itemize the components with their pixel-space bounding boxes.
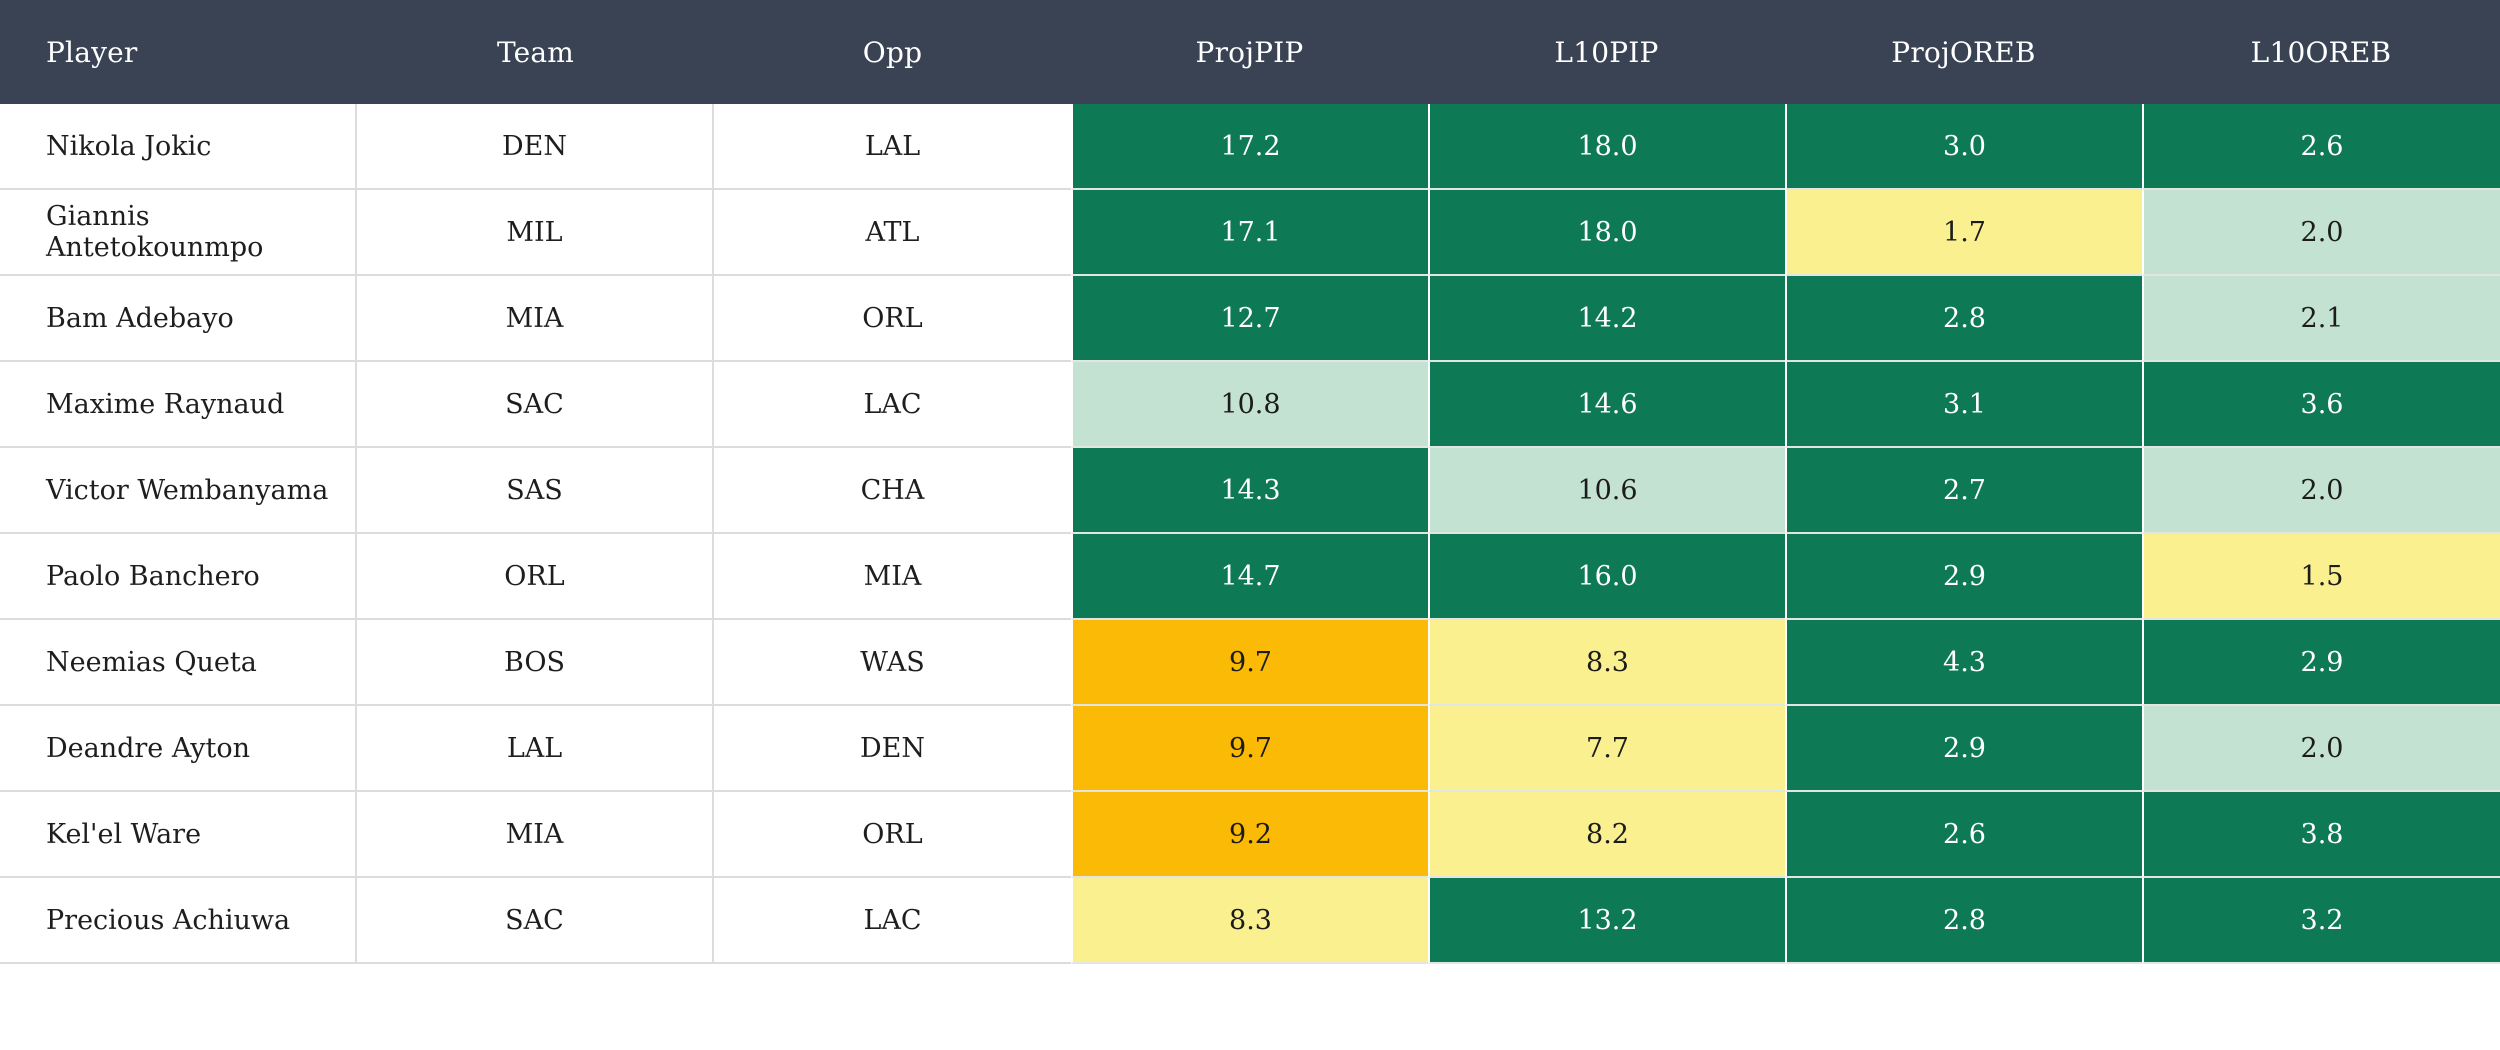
player-name-cell: Nikola Jokic bbox=[0, 104, 357, 190]
stat-cell-l10pip: 8.3 bbox=[1428, 620, 1785, 706]
stat-cell-projpip: 17.2 bbox=[1071, 104, 1428, 190]
player-name-cell: Kel'el Ware bbox=[0, 792, 357, 878]
team-cell: SAS bbox=[357, 448, 714, 534]
column-header-projpip[interactable]: ProjPIP bbox=[1195, 35, 1304, 69]
table-row: Paolo Banchero ORL MIA 14.7 16.0 2.9 1.5 bbox=[0, 534, 2500, 620]
stat-cell-l10oreb: 2.6 bbox=[2142, 104, 2500, 190]
team-cell: DEN bbox=[357, 104, 714, 190]
team-cell: MIA bbox=[357, 276, 714, 362]
column-header-opp[interactable]: Opp bbox=[862, 35, 923, 69]
stat-cell-l10oreb: 3.2 bbox=[2142, 878, 2500, 964]
opp-cell: DEN bbox=[714, 706, 1071, 792]
team-cell: BOS bbox=[357, 620, 714, 706]
column-header-l10pip[interactable]: L10PIP bbox=[1554, 35, 1659, 69]
team-cell: MIL bbox=[357, 190, 714, 276]
stat-cell-l10pip: 7.7 bbox=[1428, 706, 1785, 792]
table-row: Bam Adebayo MIA ORL 12.7 14.2 2.8 2.1 bbox=[0, 276, 2500, 362]
stat-cell-l10oreb: 2.0 bbox=[2142, 448, 2500, 534]
stat-cell-l10oreb: 2.9 bbox=[2142, 620, 2500, 706]
stat-cell-l10pip: 10.6 bbox=[1428, 448, 1785, 534]
table-row: Neemias Queta BOS WAS 9.7 8.3 4.3 2.9 bbox=[0, 620, 2500, 706]
stat-cell-projoreb: 2.6 bbox=[1785, 792, 2142, 878]
column-header-player[interactable]: Player bbox=[46, 35, 138, 69]
stat-cell-l10pip: 18.0 bbox=[1428, 104, 1785, 190]
stat-cell-projoreb: 2.8 bbox=[1785, 276, 2142, 362]
header-row: Player Team Opp ProjPIP L10PIP ProjOREB … bbox=[0, 0, 2500, 104]
stat-cell-l10oreb: 1.5 bbox=[2142, 534, 2500, 620]
player-name-cell: Neemias Queta bbox=[0, 620, 357, 706]
team-cell: LAL bbox=[357, 706, 714, 792]
stat-cell-projoreb: 2.9 bbox=[1785, 706, 2142, 792]
stat-cell-projpip: 9.7 bbox=[1071, 620, 1428, 706]
stat-cell-l10pip: 18.0 bbox=[1428, 190, 1785, 276]
player-name-cell: Giannis Antetokounmpo bbox=[0, 190, 357, 276]
player-name-cell: Paolo Banchero bbox=[0, 534, 357, 620]
stat-cell-projpip: 8.3 bbox=[1071, 878, 1428, 964]
opp-cell: LAC bbox=[714, 362, 1071, 448]
stat-cell-projpip: 14.3 bbox=[1071, 448, 1428, 534]
table-row: Maxime Raynaud SAC LAC 10.8 14.6 3.1 3.6 bbox=[0, 362, 2500, 448]
stat-cell-l10pip: 14.2 bbox=[1428, 276, 1785, 362]
team-cell: MIA bbox=[357, 792, 714, 878]
stat-cell-l10pip: 8.2 bbox=[1428, 792, 1785, 878]
table-row: Victor Wembanyama SAS CHA 14.3 10.6 2.7 … bbox=[0, 448, 2500, 534]
opp-cell: LAL bbox=[714, 104, 1071, 190]
stat-cell-projpip: 9.7 bbox=[1071, 706, 1428, 792]
opp-cell: ATL bbox=[714, 190, 1071, 276]
stat-cell-l10oreb: 2.0 bbox=[2142, 706, 2500, 792]
stat-cell-projpip: 10.8 bbox=[1071, 362, 1428, 448]
stat-cell-projoreb: 4.3 bbox=[1785, 620, 2142, 706]
opp-cell: WAS bbox=[714, 620, 1071, 706]
stat-cell-projpip: 12.7 bbox=[1071, 276, 1428, 362]
player-stats-table: Player Team Opp ProjPIP L10PIP ProjOREB … bbox=[0, 0, 2500, 964]
team-cell: SAC bbox=[357, 878, 714, 964]
table-row: Nikola Jokic DEN LAL 17.2 18.0 3.0 2.6 bbox=[0, 104, 2500, 190]
opp-cell: ORL bbox=[714, 792, 1071, 878]
stat-cell-projoreb: 2.9 bbox=[1785, 534, 2142, 620]
team-cell: SAC bbox=[357, 362, 714, 448]
player-name-cell: Victor Wembanyama bbox=[0, 448, 357, 534]
table-row: Giannis Antetokounmpo MIL ATL 17.1 18.0 … bbox=[0, 190, 2500, 276]
player-name-cell: Maxime Raynaud bbox=[0, 362, 357, 448]
player-name-cell: Precious Achiuwa bbox=[0, 878, 357, 964]
stat-cell-l10pip: 13.2 bbox=[1428, 878, 1785, 964]
stat-cell-projoreb: 3.1 bbox=[1785, 362, 2142, 448]
stat-cell-projoreb: 3.0 bbox=[1785, 104, 2142, 190]
stat-cell-projpip: 17.1 bbox=[1071, 190, 1428, 276]
opp-cell: ORL bbox=[714, 276, 1071, 362]
table-row: Kel'el Ware MIA ORL 9.2 8.2 2.6 3.8 bbox=[0, 792, 2500, 878]
stat-cell-projpip: 14.7 bbox=[1071, 534, 1428, 620]
opp-cell: CHA bbox=[714, 448, 1071, 534]
opp-cell: LAC bbox=[714, 878, 1071, 964]
player-name-cell: Bam Adebayo bbox=[0, 276, 357, 362]
stat-cell-l10oreb: 3.6 bbox=[2142, 362, 2500, 448]
stat-cell-projoreb: 2.7 bbox=[1785, 448, 2142, 534]
stat-cell-l10oreb: 2.0 bbox=[2142, 190, 2500, 276]
column-header-team[interactable]: Team bbox=[496, 35, 575, 69]
team-cell: ORL bbox=[357, 534, 714, 620]
stat-cell-projoreb: 2.8 bbox=[1785, 878, 2142, 964]
column-header-projoreb[interactable]: ProjOREB bbox=[1891, 35, 2036, 69]
stat-cell-projpip: 9.2 bbox=[1071, 792, 1428, 878]
stat-cell-l10pip: 14.6 bbox=[1428, 362, 1785, 448]
stat-cell-l10pip: 16.0 bbox=[1428, 534, 1785, 620]
table-row: Precious Achiuwa SAC LAC 8.3 13.2 2.8 3.… bbox=[0, 878, 2500, 964]
stat-cell-l10oreb: 3.8 bbox=[2142, 792, 2500, 878]
table-row: Deandre Ayton LAL DEN 9.7 7.7 2.9 2.0 bbox=[0, 706, 2500, 792]
player-name-cell: Deandre Ayton bbox=[0, 706, 357, 792]
column-header-l10oreb[interactable]: L10OREB bbox=[2250, 35, 2392, 69]
opp-cell: MIA bbox=[714, 534, 1071, 620]
stat-cell-projoreb: 1.7 bbox=[1785, 190, 2142, 276]
stat-cell-l10oreb: 2.1 bbox=[2142, 276, 2500, 362]
